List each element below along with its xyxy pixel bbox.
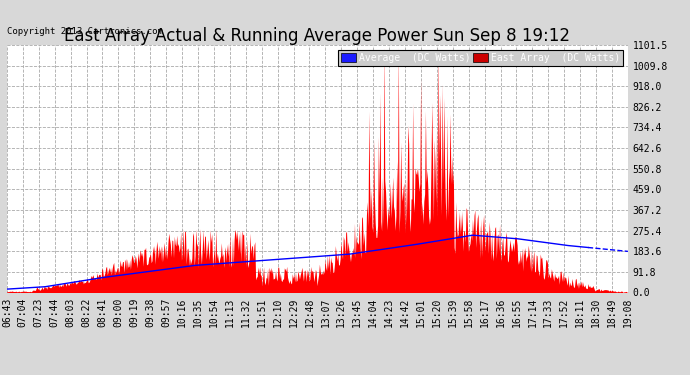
Title: East Array Actual & Running Average Power Sun Sep 8 19:12: East Array Actual & Running Average Powe… — [64, 27, 571, 45]
Legend: Average  (DC Watts), East Array  (DC Watts): Average (DC Watts), East Array (DC Watts… — [338, 50, 623, 66]
Text: Copyright 2013 Cartronics.com: Copyright 2013 Cartronics.com — [7, 27, 163, 36]
